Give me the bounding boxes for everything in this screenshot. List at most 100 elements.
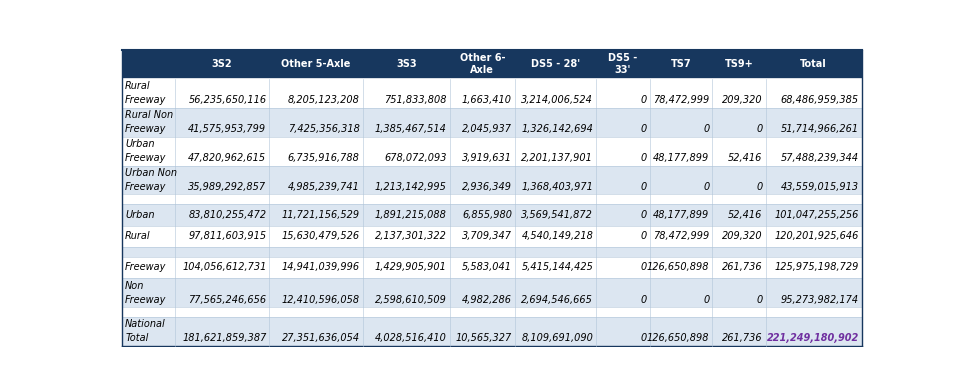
Text: 126,650,898: 126,650,898 xyxy=(647,262,709,273)
Text: 2,137,301,322: 2,137,301,322 xyxy=(375,231,446,241)
Text: 2,045,937: 2,045,937 xyxy=(462,124,512,135)
Bar xyxy=(122,204,862,225)
Text: 3,709,347: 3,709,347 xyxy=(462,231,512,241)
Text: 751,833,808: 751,833,808 xyxy=(384,96,446,105)
Bar xyxy=(515,50,596,79)
Text: 78,472,999: 78,472,999 xyxy=(653,96,709,105)
Text: 3,569,541,872: 3,569,541,872 xyxy=(521,210,593,220)
Text: 0: 0 xyxy=(640,96,646,105)
Text: 261,736: 261,736 xyxy=(722,333,762,343)
Text: Rural: Rural xyxy=(125,231,151,241)
Text: 52,416: 52,416 xyxy=(729,210,762,220)
Text: Non: Non xyxy=(125,280,145,291)
Text: 0: 0 xyxy=(640,182,646,192)
Text: 3,214,006,524: 3,214,006,524 xyxy=(521,96,593,105)
Text: 8,109,691,090: 8,109,691,090 xyxy=(521,333,593,343)
Text: 48,177,899: 48,177,899 xyxy=(653,210,709,220)
Text: 77,565,246,656: 77,565,246,656 xyxy=(188,295,267,305)
Text: 56,235,650,116: 56,235,650,116 xyxy=(188,96,267,105)
Text: TS7: TS7 xyxy=(671,59,691,69)
Text: 51,714,966,261: 51,714,966,261 xyxy=(780,124,859,135)
Text: 4,982,286: 4,982,286 xyxy=(462,295,512,305)
Text: Freeway: Freeway xyxy=(125,153,167,163)
Text: Freeway: Freeway xyxy=(125,182,167,192)
Text: 181,621,859,387: 181,621,859,387 xyxy=(182,333,267,343)
Text: 678,072,093: 678,072,093 xyxy=(384,153,446,163)
Text: 27,351,636,054: 27,351,636,054 xyxy=(281,333,360,343)
Text: 2,936,349: 2,936,349 xyxy=(462,182,512,192)
Bar xyxy=(122,108,862,136)
Text: 6,735,916,788: 6,735,916,788 xyxy=(288,153,360,163)
Text: 12,410,596,058: 12,410,596,058 xyxy=(281,295,360,305)
Text: 0: 0 xyxy=(640,231,646,241)
Text: 0: 0 xyxy=(640,153,646,163)
Text: Rural Non: Rural Non xyxy=(125,110,174,120)
Text: 0: 0 xyxy=(703,182,709,192)
Text: 209,320: 209,320 xyxy=(722,96,762,105)
Text: 101,047,255,256: 101,047,255,256 xyxy=(775,210,859,220)
Text: 6,855,980: 6,855,980 xyxy=(462,210,512,220)
Text: 4,985,239,741: 4,985,239,741 xyxy=(288,182,360,192)
Bar xyxy=(122,50,175,79)
Text: 15,630,479,526: 15,630,479,526 xyxy=(281,231,360,241)
Text: 0: 0 xyxy=(756,182,762,192)
Text: 97,811,603,915: 97,811,603,915 xyxy=(188,231,267,241)
Text: TS9+: TS9+ xyxy=(725,59,754,69)
Bar xyxy=(122,247,862,257)
Text: 2,598,610,509: 2,598,610,509 xyxy=(375,295,446,305)
Text: 1,326,142,694: 1,326,142,694 xyxy=(521,124,593,135)
Text: 3,919,631: 3,919,631 xyxy=(462,153,512,163)
Text: 126,650,898: 126,650,898 xyxy=(647,333,709,343)
Bar xyxy=(175,50,270,79)
Text: 95,273,982,174: 95,273,982,174 xyxy=(780,295,859,305)
Bar xyxy=(122,79,862,108)
Text: Rural: Rural xyxy=(125,81,151,91)
Text: 14,941,039,996: 14,941,039,996 xyxy=(281,262,360,273)
Bar xyxy=(450,50,515,79)
Text: 125,975,198,729: 125,975,198,729 xyxy=(775,262,859,273)
Bar xyxy=(596,50,650,79)
Text: Total: Total xyxy=(801,59,828,69)
Text: 78,472,999: 78,472,999 xyxy=(653,231,709,241)
Bar xyxy=(122,278,862,307)
Text: 2,201,137,901: 2,201,137,901 xyxy=(521,153,593,163)
Text: 11,721,156,529: 11,721,156,529 xyxy=(281,210,360,220)
Text: 209,320: 209,320 xyxy=(722,231,762,241)
Text: 0: 0 xyxy=(640,262,646,273)
Text: 221,249,180,902: 221,249,180,902 xyxy=(766,333,859,343)
Text: 2,694,546,665: 2,694,546,665 xyxy=(521,295,593,305)
Text: 0: 0 xyxy=(756,124,762,135)
Text: Freeway: Freeway xyxy=(125,262,167,273)
Text: 0: 0 xyxy=(756,295,762,305)
Text: Total: Total xyxy=(125,333,149,343)
Text: 0: 0 xyxy=(640,124,646,135)
Text: 52,416: 52,416 xyxy=(729,153,762,163)
Text: 0: 0 xyxy=(640,210,646,220)
Bar xyxy=(122,195,862,204)
Text: 1,663,410: 1,663,410 xyxy=(462,96,512,105)
Text: Urban: Urban xyxy=(125,139,155,149)
Text: 43,559,015,913: 43,559,015,913 xyxy=(780,182,859,192)
Bar xyxy=(712,50,766,79)
Text: 7,425,356,318: 7,425,356,318 xyxy=(288,124,360,135)
Text: Other 6-
Axle: Other 6- Axle xyxy=(460,53,505,76)
Text: 3S2: 3S2 xyxy=(212,59,232,69)
Bar xyxy=(270,50,363,79)
Text: DS5 -
33': DS5 - 33' xyxy=(609,53,637,76)
Text: 1,213,142,995: 1,213,142,995 xyxy=(375,182,446,192)
Text: 10,565,327: 10,565,327 xyxy=(456,333,512,343)
Text: 120,201,925,646: 120,201,925,646 xyxy=(775,231,859,241)
Text: Freeway: Freeway xyxy=(125,124,167,135)
Text: National: National xyxy=(125,319,166,329)
Text: 41,575,953,799: 41,575,953,799 xyxy=(188,124,267,135)
Text: 68,486,959,385: 68,486,959,385 xyxy=(780,96,859,105)
Text: Freeway: Freeway xyxy=(125,96,167,105)
Text: 35,989,292,857: 35,989,292,857 xyxy=(188,182,267,192)
Bar xyxy=(766,50,862,79)
Text: 8,205,123,208: 8,205,123,208 xyxy=(288,96,360,105)
Text: 4,028,516,410: 4,028,516,410 xyxy=(375,333,446,343)
Text: 1,368,403,971: 1,368,403,971 xyxy=(521,182,593,192)
Bar xyxy=(650,50,712,79)
Bar xyxy=(122,257,862,278)
Text: 4,540,149,218: 4,540,149,218 xyxy=(521,231,593,241)
